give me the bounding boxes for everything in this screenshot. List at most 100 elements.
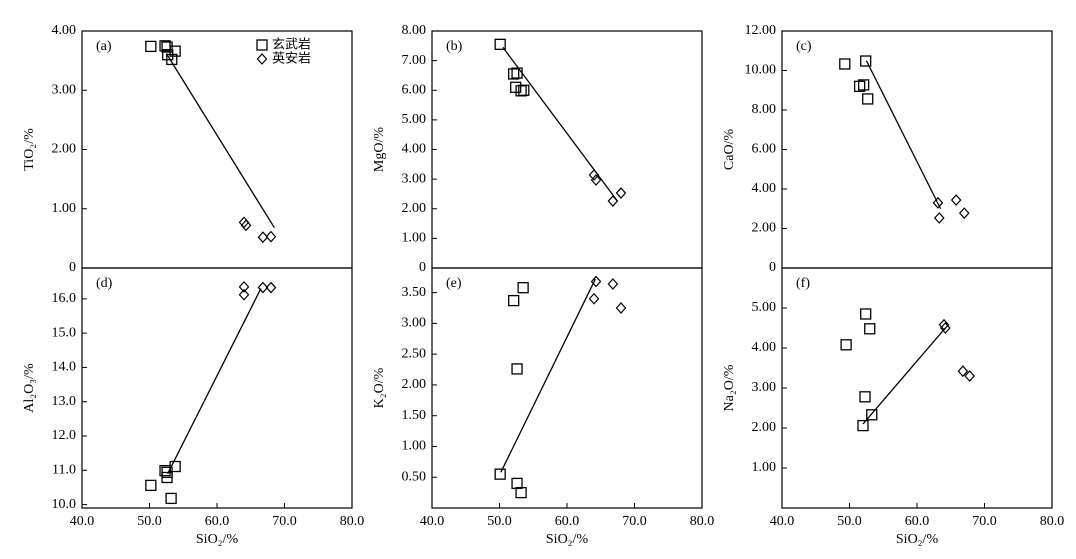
trend-line	[862, 327, 946, 425]
y-tick-label: 11.0	[52, 463, 76, 478]
y-tick-label: 2.00	[52, 142, 77, 157]
y-tick-label: 7.00	[402, 53, 427, 68]
y-tick-label: 2.00	[402, 377, 427, 392]
x-tick-label: 50.0	[837, 514, 862, 529]
diamond-marker	[265, 281, 277, 294]
plot-frame	[431, 30, 703, 269]
diamond-marker	[958, 207, 970, 219]
y-tick-label: 6.00	[402, 82, 427, 97]
square-marker	[145, 479, 157, 492]
y-tick-label: 2.00	[752, 420, 777, 435]
y-tick-label: 0.50	[402, 469, 427, 484]
square-marker	[517, 282, 529, 294]
y-tick-label: 1.00	[752, 460, 777, 475]
x-tick-label: 70.0	[272, 514, 297, 529]
diamond-marker	[240, 219, 252, 232]
diamond-marker	[588, 292, 600, 305]
diamond-marker	[932, 196, 944, 209]
x-tick-label: 40.0	[420, 514, 445, 529]
y-tick-label: 16.0	[52, 291, 77, 306]
y-tick-label: 0	[419, 260, 426, 275]
diamond-marker	[607, 278, 619, 290]
panel-label: (c)	[796, 39, 812, 54]
diamond-marker	[964, 370, 975, 382]
panel-label: (a)	[96, 39, 112, 54]
y-tick-label: 2.00	[752, 221, 777, 236]
y-tick-label: 0	[69, 260, 76, 275]
plot-frame	[81, 30, 353, 269]
x-tick-label: 40.0	[70, 514, 95, 529]
y-tick-label: 2.00	[402, 201, 427, 216]
diamond-marker	[257, 281, 269, 294]
square-marker	[860, 308, 872, 320]
square-marker	[515, 486, 527, 499]
y-tick-label: 14.0	[52, 360, 77, 375]
y-tick-label: 4.00	[52, 23, 77, 38]
square-marker	[166, 53, 178, 66]
diamond-marker	[615, 302, 627, 314]
x-tick-label: 50.0	[487, 514, 512, 529]
x-axis-label: SiO₂/%	[196, 532, 239, 547]
square-marker	[864, 323, 876, 335]
y-tick-label: 4.00	[752, 340, 777, 355]
y-tick-label: 15.0	[52, 325, 77, 340]
y-axis-label: TiO₂/%	[22, 128, 37, 171]
square-marker	[508, 294, 520, 307]
diamond-marker	[950, 194, 962, 206]
square-marker	[858, 79, 870, 91]
y-tick-label: 13.0	[52, 394, 77, 409]
x-tick-label: 40.0	[770, 514, 795, 529]
diamond-marker	[265, 230, 277, 243]
y-tick-label: 12.00	[745, 23, 777, 38]
y-tick-label: 1.50	[402, 408, 427, 423]
panel-label: (b)	[446, 39, 463, 54]
y-tick-label: 3.00	[402, 316, 427, 331]
panel-label: (f)	[796, 276, 810, 291]
trend-line	[167, 288, 262, 475]
x-tick-label: 70.0	[622, 514, 647, 529]
square-marker	[508, 68, 520, 80]
square-marker	[256, 39, 268, 51]
trend-line	[865, 60, 942, 210]
square-marker	[862, 93, 874, 105]
y-axis-label: K₂O/%	[372, 367, 387, 408]
x-tick-label: 80.0	[340, 514, 365, 529]
square-marker	[494, 38, 506, 50]
diamond-marker	[238, 288, 250, 301]
panel-label: (d)	[96, 276, 113, 291]
y-tick-label: 3.00	[52, 82, 77, 97]
square-marker	[145, 40, 157, 53]
square-marker	[169, 460, 181, 473]
y-tick-label: 1.00	[52, 201, 77, 216]
diamond-marker	[615, 187, 627, 199]
square-marker	[494, 468, 506, 480]
square-marker	[859, 391, 871, 403]
square-marker	[853, 80, 866, 92]
y-axis-label: Al₂O₃/%	[22, 363, 37, 413]
trend-line	[500, 278, 596, 473]
square-marker	[840, 339, 852, 351]
y-tick-label: 10.00	[745, 63, 777, 78]
x-tick-label: 80.0	[1040, 514, 1065, 529]
square-marker	[169, 45, 181, 57]
diamond-marker	[588, 169, 600, 181]
x-axis-label: SiO₂/%	[546, 532, 589, 547]
plot-frame	[81, 267, 353, 509]
diamond-marker	[940, 322, 951, 334]
y-tick-label: 5.00	[752, 300, 777, 315]
square-marker	[161, 471, 173, 484]
y-tick-label: 10.0	[52, 497, 77, 512]
diamond-marker	[257, 231, 269, 244]
plot-frame	[431, 267, 703, 509]
square-marker	[857, 419, 869, 432]
diamond-marker	[607, 195, 619, 207]
square-marker	[165, 492, 177, 505]
diamond-marker	[256, 53, 268, 65]
legend-label: 玄武岩	[272, 38, 311, 53]
square-marker	[511, 477, 523, 490]
y-tick-label: 6.00	[752, 142, 777, 157]
plot-frame	[781, 30, 1053, 269]
y-axis-label: CaO/%	[722, 129, 737, 171]
